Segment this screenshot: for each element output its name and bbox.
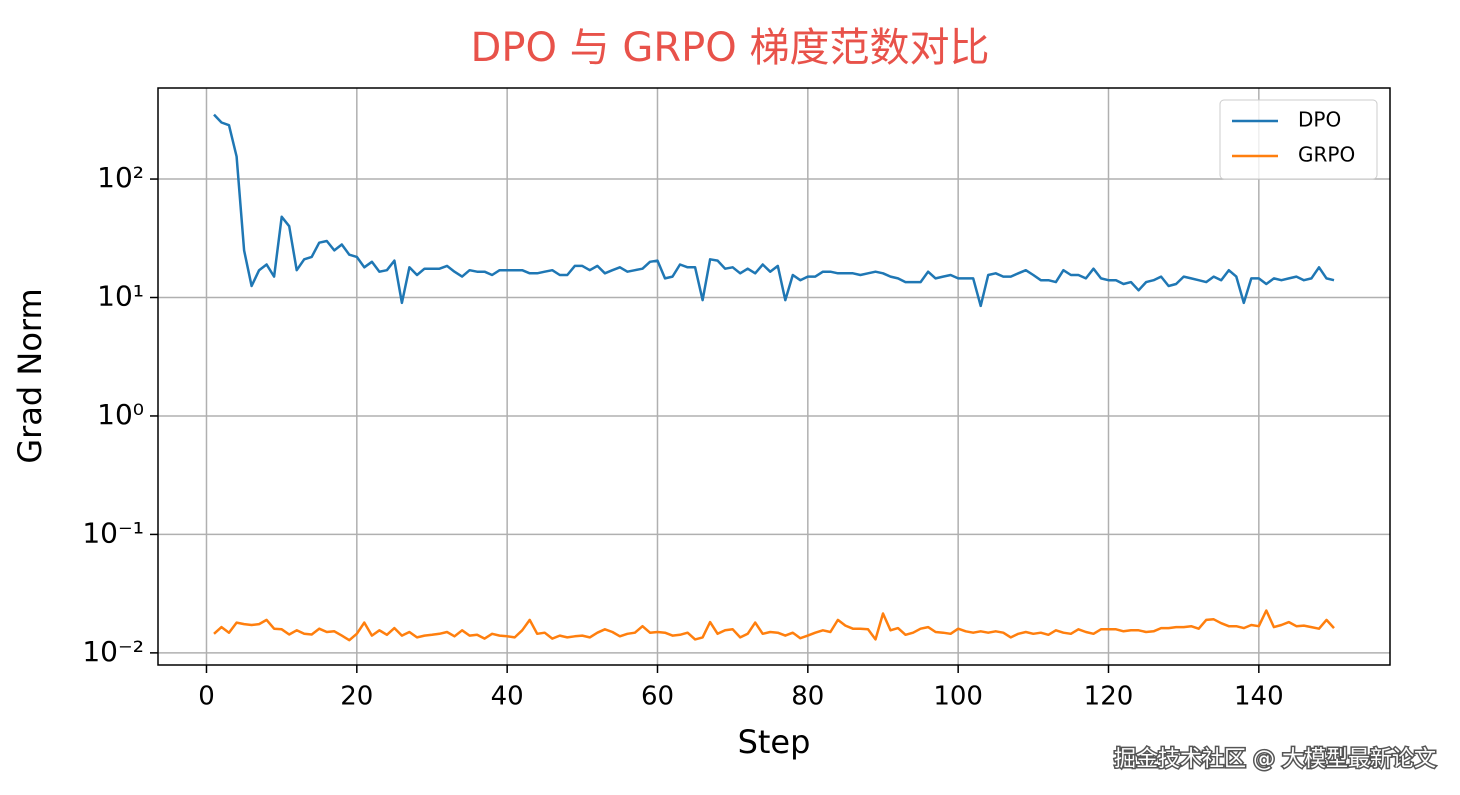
line-series <box>213 609 1335 642</box>
chart-title: DPO 与 GRPO 梯度范数对比 <box>471 25 990 71</box>
x-tick-label: 40 <box>491 682 524 712</box>
x-axis-label: Step <box>738 723 811 761</box>
plot-frame <box>157 87 1391 666</box>
x-tick-label: 20 <box>340 682 373 712</box>
y-tick-label: 10⁻² <box>82 635 144 668</box>
x-tick-label: 0 <box>198 682 215 712</box>
x-tick-label: 120 <box>1084 682 1134 712</box>
y-tick-label: 10⁰ <box>97 398 144 431</box>
y-tick-label: 10¹ <box>97 280 144 313</box>
y-tick-label: 10⁻¹ <box>82 516 144 549</box>
y-tick-label: 10² <box>97 161 144 194</box>
x-tick-label: 140 <box>1234 682 1284 712</box>
x-tick-label: 80 <box>791 682 824 712</box>
legend-label: GRPO <box>1298 143 1355 167</box>
line-series <box>213 113 1335 308</box>
legend-label: DPO <box>1298 108 1341 132</box>
x-tick-label: 100 <box>933 682 983 712</box>
watermark: 掘金技术社区 @ 大模型最新论文 <box>1114 747 1436 772</box>
y-axis-label: Grad Norm <box>11 288 49 463</box>
x-tick-label: 60 <box>641 682 674 712</box>
